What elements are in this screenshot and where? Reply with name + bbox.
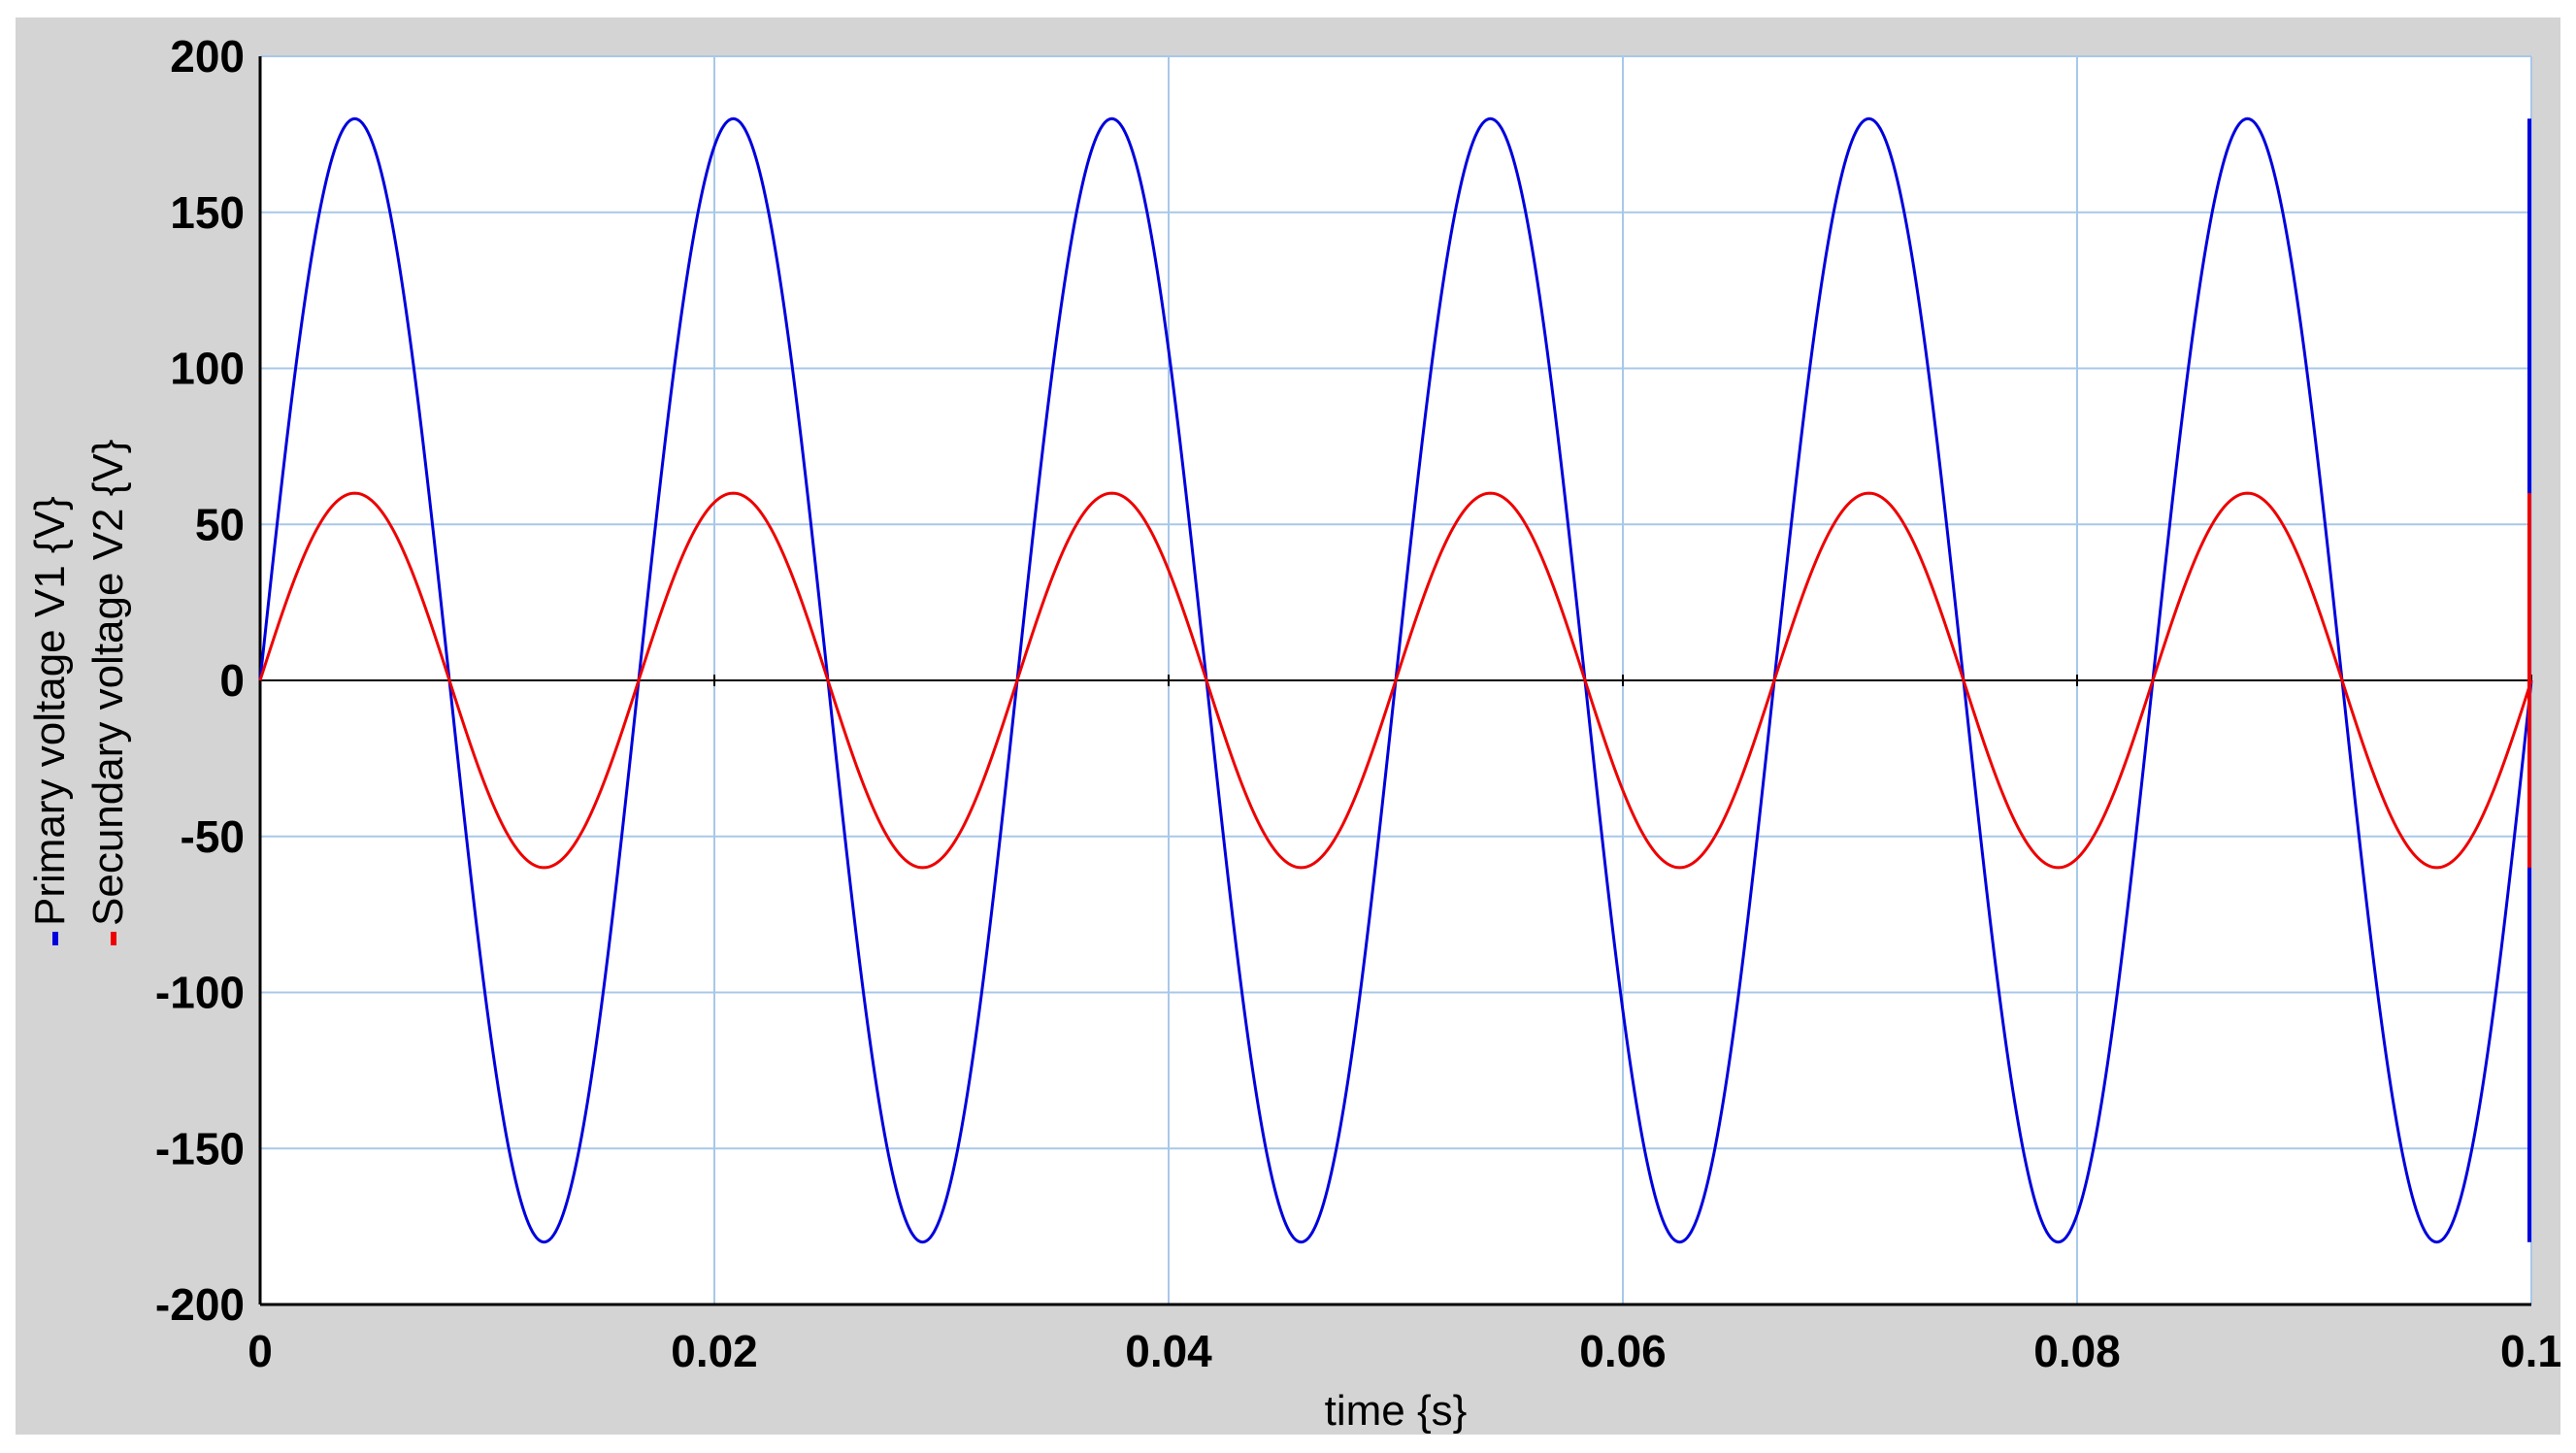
series-line-2 bbox=[258, 491, 2533, 870]
y-tick-label: 0 bbox=[219, 655, 245, 706]
y-tick-label: 150 bbox=[170, 187, 245, 238]
y-tick-label: -100 bbox=[155, 968, 245, 1018]
x-tick-label: 0 bbox=[248, 1326, 273, 1376]
y-tick-label: -200 bbox=[155, 1279, 245, 1330]
x-tick-label: 0.06 bbox=[1579, 1326, 1667, 1376]
y-tick-label: -50 bbox=[181, 811, 245, 862]
legend-item-2: Secundary voltage V2 {V} bbox=[84, 440, 132, 945]
x-axis-title: time {s} bbox=[1325, 1387, 1468, 1435]
x-tick-label: 0.02 bbox=[671, 1326, 758, 1376]
y-tick-label: 50 bbox=[195, 499, 245, 549]
y-tick-label: 100 bbox=[170, 344, 245, 394]
x-tick-label: 0.08 bbox=[2033, 1326, 2121, 1376]
legend-item-1: Primary voltage V1 {V} bbox=[26, 496, 74, 945]
x-tick-label: 0.1 bbox=[2500, 1326, 2560, 1376]
series-layer bbox=[258, 116, 2533, 1244]
y-axis-ticks: 200 150 100 50 0 -50 -100 -150 -200 bbox=[155, 31, 245, 1330]
legend-swatch bbox=[111, 932, 116, 945]
x-tick-label: 0.04 bbox=[1125, 1326, 1212, 1376]
line-chart: 200 150 100 50 0 -50 -100 -150 -200 0 0.02 0.04 0.0… bbox=[26, 31, 2560, 1435]
chart-frame: 200 150 100 50 0 -50 -100 -150 -200 0 0.02 0.04 0.0… bbox=[16, 17, 2560, 1435]
legend-label: Primary voltage V1 {V} bbox=[26, 496, 74, 926]
y-tick-label: 200 bbox=[170, 31, 245, 82]
y-tick-label: -150 bbox=[155, 1123, 245, 1173]
x-axis-ticks: 0 0.02 0.04 0.06 0.08 0.1 bbox=[248, 1326, 2560, 1376]
legend-swatch bbox=[52, 932, 58, 945]
legend-label: Secundary voltage V2 {V} bbox=[84, 440, 132, 926]
legend: Primary voltage V1 {V} Secundary voltage … bbox=[26, 440, 132, 945]
